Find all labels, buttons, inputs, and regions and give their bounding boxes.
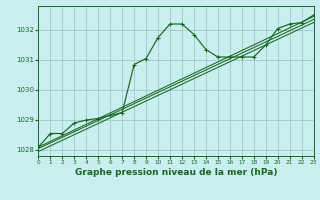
X-axis label: Graphe pression niveau de la mer (hPa): Graphe pression niveau de la mer (hPa) (75, 168, 277, 177)
